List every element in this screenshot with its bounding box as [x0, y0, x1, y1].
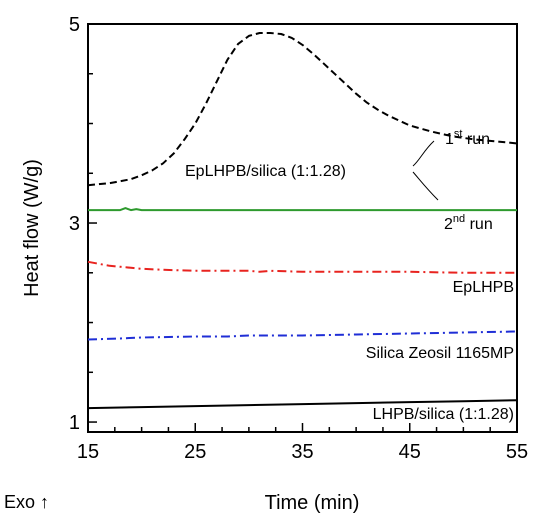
group-label: EpLHPB/silica (1:1.28) — [185, 163, 346, 180]
eplhpb-label: EpLHPB — [453, 279, 514, 296]
series-layer — [87, 32, 518, 410]
y-axis-label: Heat flow (W/g) — [21, 159, 43, 297]
series-line-4 — [87, 330, 518, 341]
y-tick-label: 5 — [69, 14, 80, 36]
lhpb-label: LHPB/silica (1:1.28) — [373, 406, 514, 423]
series-line-3 — [87, 260, 517, 274]
x-tick-label: 55 — [506, 441, 528, 463]
x-axis-label: Time (min) — [265, 492, 360, 514]
x-tick-label: 25 — [184, 441, 206, 463]
exo-label: Exo ↑ — [4, 492, 49, 512]
run2-label: 2nd run — [444, 213, 493, 233]
y-tick-label: 3 — [69, 213, 80, 235]
run1-label: 1st run — [445, 128, 490, 148]
x-tick-label: 45 — [399, 441, 421, 463]
series-line-5 — [87, 399, 518, 410]
x-tick-label: 35 — [291, 441, 313, 463]
series-line-1 — [87, 32, 518, 187]
bracket-lower — [412, 171, 439, 201]
x-tick-label: 15 — [77, 441, 99, 463]
series-line-2 — [88, 207, 517, 212]
silica-label: Silica Zeosil 1165MP — [366, 345, 514, 362]
y-tick-label: 1 — [69, 412, 80, 434]
bracket-upper — [412, 140, 435, 167]
